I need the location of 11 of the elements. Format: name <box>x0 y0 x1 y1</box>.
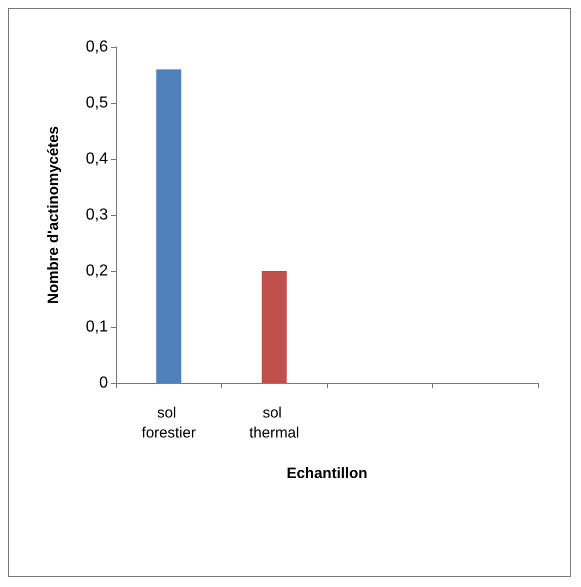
y-tick-label: 0 <box>99 374 108 392</box>
x-tick-label: sol forestier <box>142 404 196 442</box>
y-tick-label: 0,6 <box>86 38 108 56</box>
x-axis-title: Echantillon <box>286 465 368 482</box>
y-tick-label: 0,5 <box>86 94 108 112</box>
y-tick-label: 0,3 <box>86 206 108 224</box>
x-tick-label: sol thermal <box>249 404 300 442</box>
y-tick-label: 0,1 <box>86 318 108 336</box>
y-tick-label: 0,4 <box>86 150 108 168</box>
y-tick-label: 0,2 <box>86 262 108 280</box>
y-axis-title: Nombre d'actinomycétes <box>45 126 62 304</box>
